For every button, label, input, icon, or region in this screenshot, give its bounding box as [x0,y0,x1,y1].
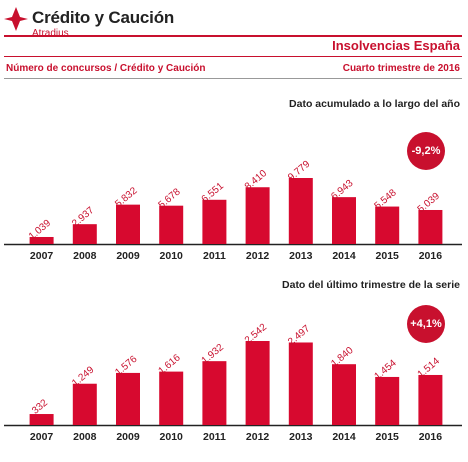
bar-2015 [375,206,400,244]
bar-2011 [202,199,227,244]
x-tick-label-2012: 2012 [246,431,270,443]
bar-2008 [72,383,97,425]
x-tick-label-2009: 2009 [116,431,140,443]
subtitle-rule [4,78,462,79]
x-tick-label-2010: 2010 [160,431,184,443]
x-tick-label-2012: 2012 [246,250,270,262]
x-tick-label-2013: 2013 [289,250,313,262]
bar-2012 [245,341,270,425]
header-rule [4,35,462,37]
x-tick-label-2016: 2016 [419,250,443,262]
data-label-2007: 332 [30,397,50,416]
chart1-title: Dato acumulado a lo largo del año [289,98,460,110]
bar-2010 [159,205,184,244]
chart-subtitle-source: Número de concursos / Crédito y Caución [6,63,206,74]
bar-2011 [202,361,227,425]
brand-logo: Crédito y Caución Atradius [4,6,174,40]
bar-2010 [159,371,184,425]
chart2-title: Dato del último trimestre de la serie [282,279,460,291]
x-tick-label-2010: 2010 [160,250,184,262]
bar-2012 [245,187,270,244]
title-rule [4,56,462,57]
x-tick-label-2014: 2014 [332,431,356,443]
chart-subtitle-period: Cuarto trimestre de 2016 [342,63,460,74]
x-tick-label-2008: 2008 [73,431,97,443]
x-tick-label-2011: 2011 [203,250,226,262]
chart1-change-badge: -9,2% [407,132,445,170]
chart2-change-badge: +4,1% [407,305,445,343]
x-tick-label-2014: 2014 [332,250,356,262]
bar-2013 [288,178,313,244]
bar-2016 [418,209,443,244]
bar-2007 [29,414,54,425]
bar-2007 [29,236,54,244]
bar-2008 [72,224,97,244]
x-tick-label-2007: 2007 [30,250,54,262]
chart1-bar-chart: 1.03920072.93720085.83220095.67820106.55… [4,159,462,262]
bar-2009 [116,204,140,244]
x-tick-label-2016: 2016 [419,431,443,443]
bar-2014 [332,364,356,425]
bar-2009 [116,372,140,425]
brand-mark-icon [4,7,28,31]
bar-2014 [332,197,356,244]
chart2-bar-chart: 33220071.24920081.57620091.61620101.9322… [4,322,462,443]
brand-subname: Atradius [32,28,69,39]
x-tick-label-2009: 2009 [116,250,140,262]
bar-2015 [375,376,400,425]
x-tick-label-2007: 2007 [30,431,54,443]
x-tick-label-2008: 2008 [73,250,97,262]
x-tick-label-2013: 2013 [289,431,313,443]
bar-2016 [418,374,443,425]
x-tick-label-2011: 2011 [203,431,226,443]
brand-name: Crédito y Caución [32,8,175,27]
bar-2013 [288,342,313,425]
x-tick-label-2015: 2015 [376,250,400,262]
report-title: Insolvencias España [332,38,460,53]
x-tick-label-2015: 2015 [376,431,400,443]
